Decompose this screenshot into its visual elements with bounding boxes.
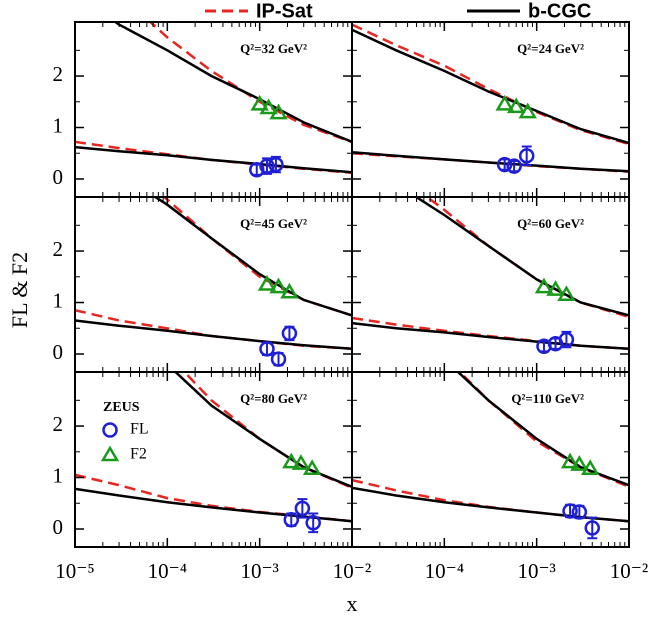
curve xyxy=(148,22,352,144)
curve xyxy=(162,197,352,317)
curve xyxy=(352,28,629,145)
f2-point xyxy=(546,280,565,296)
panel xyxy=(352,197,629,355)
panel xyxy=(75,22,352,178)
f2-point xyxy=(560,452,580,469)
y-tick-label: 1 xyxy=(53,463,64,487)
fl-point xyxy=(270,351,287,367)
x-tick-label: 10⁻⁴ xyxy=(425,559,464,583)
curve xyxy=(75,319,352,351)
f2-point xyxy=(269,277,288,294)
y-tick-label: 0 xyxy=(53,165,64,189)
data-legend-title: ZEUS xyxy=(103,400,140,415)
f2-point xyxy=(581,459,600,476)
annotation: Q²=32 GeV² xyxy=(240,41,307,56)
panel-frame xyxy=(74,21,353,198)
curve xyxy=(75,487,352,523)
f2-point xyxy=(302,459,322,476)
f2-point xyxy=(557,285,576,302)
curve xyxy=(75,308,352,351)
x-tick-label: 10⁻⁴ xyxy=(148,559,187,583)
curve xyxy=(352,478,629,523)
fl-point xyxy=(281,325,298,342)
f2-point xyxy=(570,455,589,471)
y-axis-label: FL & F2 xyxy=(7,252,32,328)
y-tick-label: 1 xyxy=(53,288,64,312)
curve xyxy=(413,197,629,317)
curve xyxy=(352,23,629,146)
f2-point xyxy=(250,94,269,111)
fl-point xyxy=(558,331,575,348)
curve xyxy=(152,197,352,317)
y-tick-label: 0 xyxy=(53,340,64,364)
fl-point xyxy=(259,341,275,357)
curve xyxy=(75,145,352,174)
f2-point xyxy=(257,275,277,291)
fl-point xyxy=(496,156,513,173)
panel xyxy=(352,23,629,174)
curve xyxy=(173,372,352,488)
legend-marker xyxy=(102,422,118,438)
fl-point xyxy=(518,148,535,164)
fl-point xyxy=(305,515,321,531)
f2-point xyxy=(269,103,288,120)
annotation: Q²=60 GeV² xyxy=(517,216,584,231)
x-tick-label: 10⁻⁵ xyxy=(55,559,94,583)
annotation: Q²=45 GeV² xyxy=(240,216,307,231)
y-tick-label: 1 xyxy=(53,113,64,137)
fl-point xyxy=(562,503,578,519)
f2-point xyxy=(282,452,301,469)
y-tick-label: 2 xyxy=(53,237,64,261)
f2-point xyxy=(280,282,299,299)
curve xyxy=(352,486,629,523)
fl-point xyxy=(584,520,601,536)
panel-frame xyxy=(351,371,630,548)
fl-point xyxy=(268,156,284,173)
f2-point xyxy=(518,102,537,119)
legend-label: IP-Sat xyxy=(256,0,313,22)
fl-point xyxy=(259,158,275,174)
legend-marker xyxy=(100,445,120,462)
f2-point xyxy=(495,94,514,111)
fl-point xyxy=(249,161,265,178)
fl-point xyxy=(571,504,588,520)
fl-point xyxy=(294,500,311,517)
x-tick-label: 10⁻² xyxy=(610,559,648,583)
curve xyxy=(424,197,629,319)
y-tick-label: 2 xyxy=(53,62,64,86)
f2-point xyxy=(259,98,278,115)
fl-point xyxy=(506,158,522,174)
curve xyxy=(352,321,629,351)
curve xyxy=(352,150,629,173)
x-axis-label: x xyxy=(347,591,358,616)
annotation: Q²=110 GeV² xyxy=(511,391,584,406)
x-tick-label: 10⁻³ xyxy=(517,559,555,583)
curve xyxy=(456,372,629,487)
annotation: Q²=24 GeV² xyxy=(517,41,584,56)
y-tick-label: 2 xyxy=(53,412,64,436)
curve xyxy=(182,372,352,489)
x-tick-label: 10⁻³ xyxy=(240,559,278,583)
f2-point xyxy=(534,277,554,294)
panel xyxy=(352,372,629,540)
legend-label: FL xyxy=(130,421,149,438)
annotation: Q²=80 GeV² xyxy=(240,391,307,406)
x-tick-label: 10⁻² xyxy=(333,559,371,583)
y-tick-label: 0 xyxy=(53,515,64,539)
panel xyxy=(75,372,352,534)
panel xyxy=(75,197,352,367)
legend-label: b-CGC xyxy=(528,0,591,22)
legend-label: F2 xyxy=(130,446,147,463)
curve xyxy=(352,316,629,351)
f2-point xyxy=(291,454,311,470)
f2-point xyxy=(507,97,526,114)
curve xyxy=(75,473,352,523)
fl-point xyxy=(283,511,300,528)
